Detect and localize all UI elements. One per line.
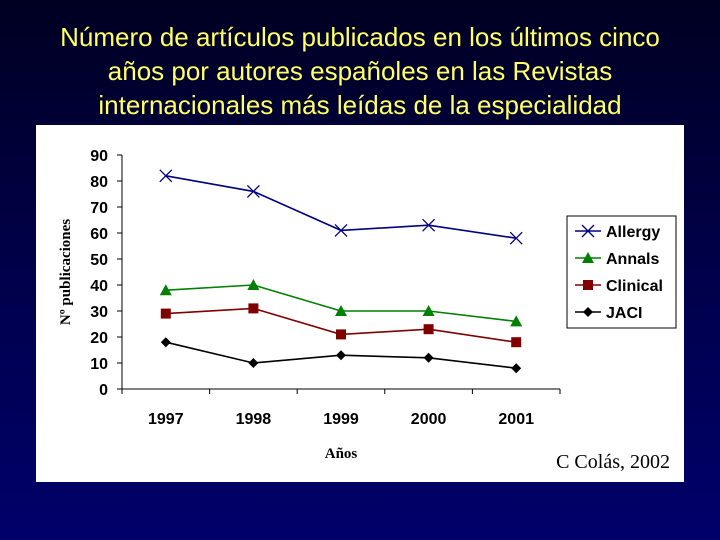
y-tick-label: 20 bbox=[90, 330, 108, 347]
legend-marker-allergy bbox=[581, 224, 595, 238]
x-tick-label: 1999 bbox=[323, 411, 359, 428]
legend-marker-jaci bbox=[583, 307, 593, 317]
y-tick-label: 90 bbox=[90, 148, 108, 165]
series-line-allergy bbox=[165, 175, 517, 239]
y-tick-label: 50 bbox=[90, 252, 108, 269]
y-tick-label: 10 bbox=[90, 356, 108, 373]
legend-label-allergy: Allergy bbox=[606, 224, 660, 241]
title-line-1: Número de artículos publicados en los úl… bbox=[60, 22, 660, 52]
point-annals bbox=[159, 284, 172, 296]
y-tick-label: 40 bbox=[90, 278, 108, 295]
legend-label-jaci: JACI bbox=[606, 305, 642, 322]
point-allergy bbox=[159, 169, 173, 183]
point-allergy bbox=[334, 223, 348, 237]
legend-label-annals: Annals bbox=[606, 251, 659, 268]
line-chart: 0 10 20 30 40 50 60 70 80 90 1997 1998 1999 2000 2001 A… bbox=[58, 148, 677, 462]
point-jaci bbox=[248, 358, 259, 368]
point-jaci bbox=[160, 337, 171, 348]
point-jaci bbox=[423, 352, 434, 363]
x-tick-label: 1998 bbox=[236, 411, 272, 428]
title-line-2: años por autores españoles en las Revist… bbox=[107, 56, 613, 86]
chart-panel: 0 10 20 30 40 50 60 70 80 90 1997 1998 1999 2000 2001 A… bbox=[36, 125, 684, 482]
point-annals bbox=[422, 305, 435, 316]
point-clinical bbox=[160, 308, 171, 319]
y-tick-label: 30 bbox=[90, 304, 108, 321]
point-clinical bbox=[423, 324, 434, 335]
y-tick-label: 0 bbox=[99, 382, 108, 399]
title-line-3: internacionales más leídas de la especia… bbox=[98, 90, 622, 120]
point-jaci bbox=[336, 350, 346, 361]
x-tick-label: 1997 bbox=[148, 411, 184, 428]
point-annals bbox=[335, 305, 347, 316]
point-annals bbox=[247, 279, 260, 290]
point-annals bbox=[510, 315, 523, 327]
point-clinical bbox=[511, 337, 522, 348]
slide-title: Número de artículos publicados en los úl… bbox=[0, 20, 720, 122]
point-clinical bbox=[248, 303, 259, 314]
point-clinical bbox=[336, 329, 346, 340]
x-tick-label: 2001 bbox=[498, 411, 534, 428]
y-tick-label: 80 bbox=[90, 174, 108, 191]
legend-label-clinical: Clinical bbox=[606, 278, 663, 295]
legend-marker-annals bbox=[582, 252, 594, 263]
point-allergy bbox=[422, 218, 436, 232]
y-tick-label: 70 bbox=[90, 200, 108, 217]
credit-text: C Colás, 2002 bbox=[556, 451, 670, 473]
point-allergy bbox=[509, 231, 523, 245]
x-axis-label: Años bbox=[325, 446, 358, 462]
y-tick-label: 60 bbox=[90, 226, 108, 243]
y-axis-label: Nº publicaciones bbox=[58, 219, 74, 325]
point-allergy bbox=[246, 184, 260, 198]
point-jaci bbox=[511, 363, 522, 374]
x-tick-label: 2000 bbox=[411, 411, 447, 428]
legend-marker-clinical bbox=[583, 280, 593, 290]
